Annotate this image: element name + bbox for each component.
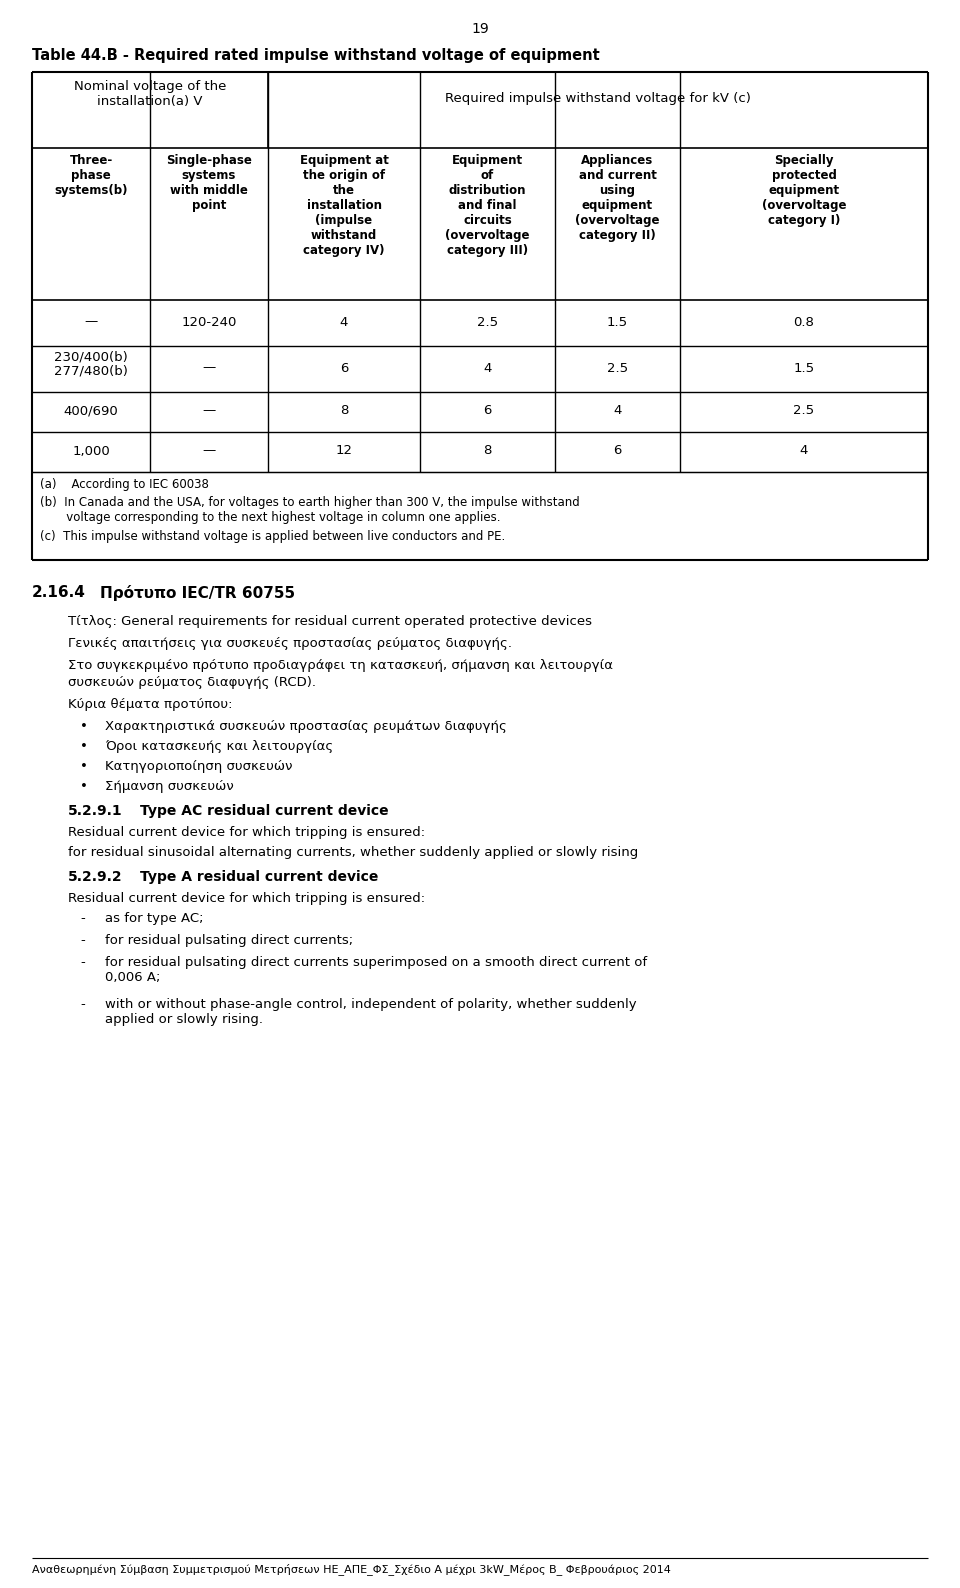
Text: 1,000: 1,000: [72, 445, 109, 457]
Text: Type AC residual current device: Type AC residual current device: [140, 804, 389, 818]
Text: for residual sinusoidal alternating currents, whether suddenly applied or slowly: for residual sinusoidal alternating curr…: [68, 846, 638, 859]
Text: 120-240: 120-240: [181, 316, 237, 329]
Text: 2.5: 2.5: [793, 405, 815, 418]
Text: —: —: [84, 316, 98, 329]
Text: -: -: [80, 997, 84, 1012]
Text: 230/400(b)
277/480(b): 230/400(b) 277/480(b): [54, 349, 128, 378]
Text: 4: 4: [340, 316, 348, 329]
Text: 2.5: 2.5: [477, 316, 498, 329]
Text: 2.16.4: 2.16.4: [32, 584, 85, 600]
Text: with or without phase-angle control, independent of polarity, whether suddenly
a: with or without phase-angle control, ind…: [105, 997, 636, 1026]
Text: Table 44.B - Required rated impulse withstand voltage of equipment: Table 44.B - Required rated impulse with…: [32, 48, 600, 64]
Text: Γενικές απαιτήσεις για συσκευές προστασίας ρεύματος διαφυγής.: Γενικές απαιτήσεις για συσκευές προστασί…: [68, 637, 512, 649]
Text: for residual pulsating direct currents superimposed on a smooth direct current o: for residual pulsating direct currents s…: [105, 956, 647, 985]
Text: 2.5: 2.5: [607, 362, 628, 375]
Text: 12: 12: [335, 445, 352, 457]
Text: 19: 19: [471, 22, 489, 37]
Text: 1.5: 1.5: [607, 316, 628, 329]
Text: 6: 6: [340, 362, 348, 375]
Text: -: -: [80, 912, 84, 924]
Text: 8: 8: [483, 445, 492, 457]
Text: 4: 4: [483, 362, 492, 375]
Text: for residual pulsating direct currents;: for residual pulsating direct currents;: [105, 934, 353, 946]
Text: Appliances
and current
using
equipment
(overvoltage
category II): Appliances and current using equipment (…: [575, 154, 660, 241]
Text: Single-phase
systems
with middle
point: Single-phase systems with middle point: [166, 154, 252, 213]
Text: Residual current device for which tripping is ensured:: Residual current device for which trippi…: [68, 892, 425, 905]
Text: 4: 4: [800, 445, 808, 457]
Text: Required impulse withstand voltage for kV (c): Required impulse withstand voltage for k…: [445, 92, 751, 105]
Text: Πρότυπο IEC/TR 60755: Πρότυπο IEC/TR 60755: [100, 584, 295, 600]
Text: Κύρια θέματα προτύπου:: Κύρια θέματα προτύπου:: [68, 699, 232, 711]
Text: 400/690: 400/690: [63, 405, 118, 418]
Text: 0.8: 0.8: [794, 316, 814, 329]
Text: —: —: [203, 445, 216, 457]
Text: —: —: [203, 362, 216, 375]
Text: Σήμανση συσκευών: Σήμανση συσκευών: [105, 780, 233, 792]
Text: Residual current device for which tripping is ensured:: Residual current device for which trippi…: [68, 826, 425, 838]
Text: Type A residual current device: Type A residual current device: [140, 870, 378, 885]
Text: •: •: [80, 780, 88, 792]
Text: 6: 6: [483, 405, 492, 418]
Text: Χαρακτηριστικά συσκευών προστασίας ρευμάτων διαφυγής: Χαρακτηριστικά συσκευών προστασίας ρευμά…: [105, 719, 507, 734]
Text: •: •: [80, 719, 88, 734]
Text: 5.2.9.2: 5.2.9.2: [68, 870, 123, 885]
Text: •: •: [80, 761, 88, 773]
Text: •: •: [80, 740, 88, 753]
Text: Equipment at
the origin of
the
installation
(impulse
withstand
category IV): Equipment at the origin of the installat…: [300, 154, 389, 257]
Text: —: —: [203, 405, 216, 418]
Text: 1.5: 1.5: [793, 362, 815, 375]
Text: Specially
protected
equipment
(overvoltage
category I): Specially protected equipment (overvolta…: [761, 154, 847, 227]
Text: Three-
phase
systems(b): Three- phase systems(b): [55, 154, 128, 197]
Text: 4: 4: [613, 405, 622, 418]
Text: Στο συγκεκριμένο πρότυπο προδιαγράφει τη κατασκευή, σήμανση και λειτουργία: Στο συγκεκριμένο πρότυπο προδιαγράφει τη…: [68, 659, 613, 672]
Text: Nominal voltage of the
installation(a) V: Nominal voltage of the installation(a) V: [74, 79, 227, 108]
Text: Όροι κατασκευής και λειτουργίας: Όροι κατασκευής και λειτουργίας: [105, 740, 333, 753]
Text: 8: 8: [340, 405, 348, 418]
Text: as for type AC;: as for type AC;: [105, 912, 204, 924]
Text: 5.2.9.1: 5.2.9.1: [68, 804, 123, 818]
Text: Equipment
of
distribution
and final
circuits
(overvoltage
category III): Equipment of distribution and final circ…: [445, 154, 530, 257]
Text: -: -: [80, 956, 84, 969]
Text: 6: 6: [613, 445, 622, 457]
Text: Αναθεωρημένη Σύμβαση Συμμετρισμού Μετρήσεων ΗΕ_ΑΠΕ_ΦΣ_Σχέδιο Α μέχρι 3kW_Μέρος Β: Αναθεωρημένη Σύμβαση Συμμετρισμού Μετρήσ…: [32, 1563, 671, 1575]
Text: (b)  In Canada and the USA, for voltages to earth higher than 300 V, the impulse: (b) In Canada and the USA, for voltages …: [40, 495, 580, 524]
Text: συσκευών ρεύματος διαφυγής (RCD).: συσκευών ρεύματος διαφυγής (RCD).: [68, 676, 316, 689]
Text: Κατηγοριοποίηση συσκευών: Κατηγοριοποίηση συσκευών: [105, 761, 293, 773]
Text: (a)    According to IEC 60038: (a) According to IEC 60038: [40, 478, 209, 491]
Text: Τίτλος: General requirements for residual current operated protective devices: Τίτλος: General requirements for residua…: [68, 615, 592, 627]
Text: -: -: [80, 934, 84, 946]
Text: (c)  This impulse withstand voltage is applied between live conductors and PE.: (c) This impulse withstand voltage is ap…: [40, 530, 505, 543]
